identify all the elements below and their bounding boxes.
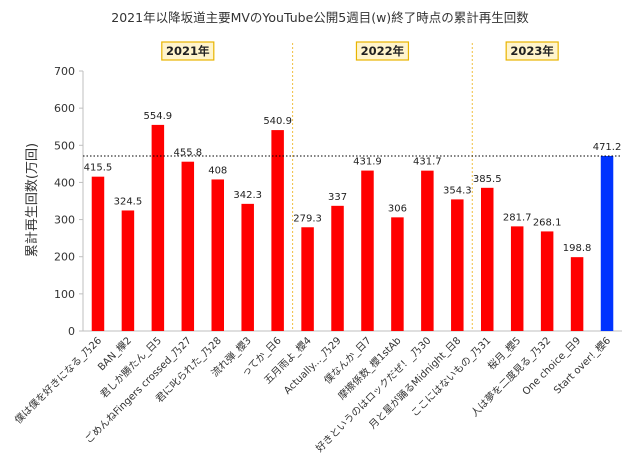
bar-value-label: 279.3	[293, 213, 322, 224]
y-tick-label: 300	[54, 214, 75, 227]
bar-value-label: 337	[328, 192, 347, 203]
bar-value-label: 431.9	[353, 157, 382, 168]
y-tick-label: 700	[54, 65, 75, 78]
bar	[391, 217, 404, 331]
bar-value-label: 540.9	[263, 116, 292, 127]
bar	[540, 231, 554, 331]
bar-value-label: 408	[208, 165, 227, 176]
y-axis-label: 累計再生回数(万回)	[24, 143, 40, 257]
y-tick-label: 0	[68, 325, 75, 338]
bar	[181, 161, 195, 331]
bar-value-label: 324.5	[114, 196, 143, 207]
bar-value-label: 354.3	[443, 185, 472, 196]
year-label: 2023年	[510, 44, 554, 58]
y-tick-label: 400	[54, 176, 75, 189]
bar	[241, 203, 254, 331]
bar-value-label: 455.8	[173, 148, 202, 159]
bar-value-label: 471.2	[593, 142, 622, 153]
chart-title: 2021年以降坂道主要MVのYouTube公開5週目(w)終了時点の累計再生回数	[111, 10, 529, 25]
y-tick-label: 600	[54, 102, 75, 115]
bar	[91, 176, 105, 331]
bar	[121, 210, 135, 331]
x-tick-label: ごめんねFingers crossed_乃27	[82, 334, 194, 446]
y-tick-label: 500	[54, 139, 75, 152]
year-box	[505, 41, 559, 61]
bar-value-label: 198.8	[563, 243, 592, 254]
bar-value-label: 306	[388, 203, 407, 214]
plot-area: 0 100 200 300 400 500 600 700 2021年 2022年 2023年 415…	[12, 41, 622, 455]
bar	[151, 124, 165, 331]
year-box	[161, 41, 215, 61]
bar	[271, 130, 284, 331]
y-tick-label: 200	[54, 251, 75, 264]
bar	[211, 179, 224, 331]
bar	[510, 226, 524, 331]
bar-value-label: 431.7	[413, 157, 442, 168]
bar	[331, 205, 344, 331]
bar	[600, 155, 614, 331]
bar	[451, 199, 464, 331]
bar	[421, 170, 434, 331]
bar-value-label: 342.3	[233, 190, 262, 201]
y-tick-label: 100	[54, 288, 75, 301]
year-label: 2021年	[166, 44, 210, 58]
bar-value-label: 385.5	[473, 174, 502, 185]
bar	[361, 170, 374, 331]
x-tick-label: 僕は僕を好きになる_乃26	[12, 334, 104, 426]
bar	[301, 227, 314, 331]
bar	[481, 187, 494, 331]
bar-value-label: 268.1	[533, 217, 562, 228]
bar	[570, 257, 584, 331]
bar-value-label: 415.5	[84, 163, 113, 174]
year-label: 2022年	[361, 44, 405, 58]
bar-value-label: 554.9	[144, 111, 173, 122]
year-box	[355, 41, 410, 61]
bar-value-label: 281.7	[503, 212, 532, 223]
